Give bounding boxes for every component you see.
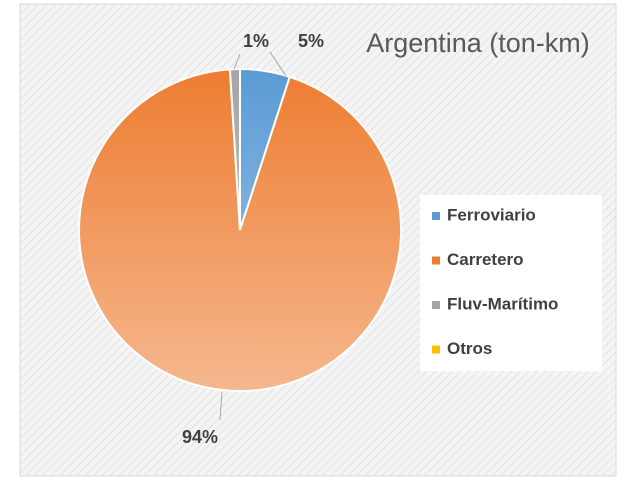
legend-label: Fluv-Marítimo xyxy=(447,294,558,313)
leader-line xyxy=(219,391,223,421)
chart-title: Argentina (ton-km) xyxy=(366,28,590,58)
data-label: 1% xyxy=(243,31,269,51)
legend-label: Carretero xyxy=(447,250,524,269)
data-label: 5% xyxy=(298,31,324,51)
legend-box xyxy=(420,195,602,371)
leader-line xyxy=(269,51,287,77)
legend-swatch xyxy=(432,212,440,220)
legend-swatch xyxy=(432,301,440,309)
leader-line xyxy=(233,53,241,70)
legend-swatch xyxy=(432,345,440,354)
legend-swatch xyxy=(432,256,440,265)
legend-label: Otros xyxy=(447,339,492,358)
data-label: 94% xyxy=(182,427,218,447)
legend-label: Ferroviario xyxy=(447,205,536,224)
